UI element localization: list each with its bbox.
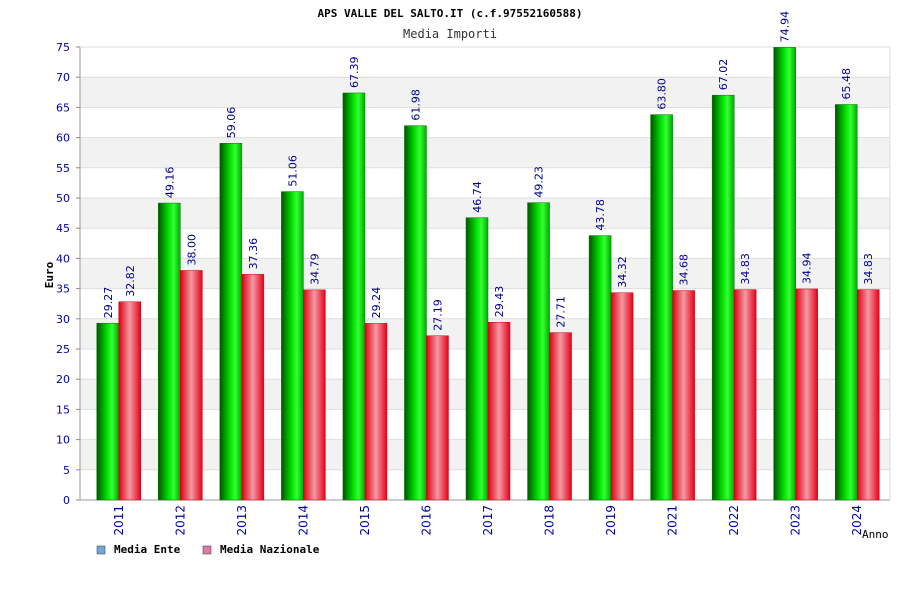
bars [96, 47, 880, 501]
data-label: 65.48 [840, 68, 853, 100]
data-label: 49.16 [163, 167, 176, 199]
x-axis-label: Anno [862, 528, 889, 541]
data-label: 51.06 [286, 155, 299, 187]
data-label: 74.94 [779, 11, 792, 43]
data-label: 34.32 [616, 256, 629, 288]
x-tick-label: 2011 [112, 505, 126, 536]
bar-media-ente-2011 [96, 322, 120, 501]
bar-media-nazionale-2014 [303, 289, 326, 501]
chart-subtitle: Media Importi [403, 27, 497, 41]
y-tick-label: 65 [56, 101, 70, 114]
data-labels: 29.27 32.82 49.16 38.00 59.06 37.36 51.06 34.79… [102, 11, 875, 331]
x-tick-label: 2018 [543, 505, 557, 536]
x-tick-label: 2015 [358, 505, 372, 536]
bar-media-nazionale-2017 [487, 321, 511, 501]
y-tick-label: 40 [56, 252, 70, 265]
bar-media-ente-2023 [773, 47, 796, 501]
x-tick-label: 2021 [666, 505, 680, 536]
y-tick-label: 35 [56, 283, 70, 296]
bar-media-ente-2018 [527, 202, 550, 501]
x-tick-label: 2016 [419, 505, 433, 536]
bar-media-nazionale-2019 [610, 292, 634, 501]
y-tick-label: 30 [56, 313, 70, 326]
bar-media-ente-2021 [650, 114, 673, 501]
bar-media-nazionale-2022 [733, 289, 757, 501]
bar-media-ente-2015 [342, 92, 366, 501]
data-label: 63.80 [656, 78, 669, 110]
data-label: 34.94 [801, 252, 814, 284]
bar-media-nazionale-2012 [180, 270, 203, 501]
y-tick-label: 25 [56, 343, 70, 356]
data-label: 34.79 [308, 253, 321, 285]
y-tick-label: 50 [56, 192, 70, 205]
y-tick-label: 20 [56, 373, 70, 386]
data-label: 34.83 [739, 253, 752, 285]
y-tick-label: 15 [56, 403, 70, 416]
bar-media-nazionale-2016 [426, 335, 449, 501]
bar-media-nazionale-2018 [549, 332, 572, 501]
x-tick-label: 2012 [173, 505, 187, 536]
bar-media-ente-2019 [588, 235, 612, 501]
legend: Media Ente Media Nazionale [96, 543, 320, 556]
x-tick-label: 2024 [850, 505, 864, 536]
y-tick-label: 60 [56, 132, 70, 145]
data-label: 34.83 [862, 253, 875, 285]
data-label: 32.82 [124, 265, 137, 297]
bar-media-nazionale-2024 [856, 289, 880, 501]
data-label: 43.78 [594, 199, 607, 231]
chart-title: APS VALLE DEL SALTO.IT (c.f.97552160588) [318, 7, 583, 20]
data-label: 27.71 [555, 296, 568, 328]
y-tick-labels: 0 5 10 15 20 25 30 35 40 45 50 55 60 65 70 75 [56, 41, 70, 507]
data-label: 29.27 [102, 287, 115, 319]
data-label: 37.36 [247, 238, 260, 270]
data-label: 46.74 [471, 181, 484, 213]
x-tick-label: 2013 [235, 505, 249, 536]
y-tick-label: 10 [56, 434, 70, 447]
data-label: 29.43 [493, 286, 506, 318]
bar-media-nazionale-2015 [364, 323, 388, 501]
bar-media-ente-2012 [158, 202, 181, 501]
data-label: 59.06 [225, 107, 238, 139]
data-label: 67.39 [348, 56, 361, 88]
legend-label-media-ente: Media Ente [114, 543, 181, 556]
x-tick-label: 2019 [604, 505, 618, 536]
legend-swatch-media-ente [96, 545, 106, 555]
legend-label-media-nazionale: Media Nazionale [220, 543, 320, 556]
bar-media-ente-2017 [465, 217, 489, 501]
y-tick-label: 75 [56, 41, 70, 54]
data-label: 29.24 [370, 287, 383, 319]
grid-band [80, 137, 890, 168]
bar-media-nazionale-2011 [118, 301, 142, 501]
x-tick-label: 2022 [727, 505, 741, 536]
legend-swatch-media-nazionale [202, 545, 212, 555]
data-label: 34.68 [678, 254, 691, 286]
bar-media-ente-2016 [404, 125, 427, 501]
bar-media-ente-2022 [711, 94, 735, 501]
bar-media-nazionale-2023 [795, 288, 818, 501]
bar-media-nazionale-2013 [241, 274, 265, 501]
y-tick-label: 5 [63, 464, 70, 477]
x-tick-label: 2023 [789, 505, 803, 536]
y-tick-label: 0 [63, 494, 70, 507]
x-tick-label: 2017 [481, 505, 495, 536]
data-label: 38.00 [185, 234, 198, 266]
bar-media-nazionale-2021 [672, 290, 695, 501]
data-label: 49.23 [533, 166, 546, 198]
data-label: 61.98 [409, 89, 422, 121]
data-label: 67.02 [717, 59, 730, 91]
y-tick-label: 45 [56, 222, 70, 235]
bar-media-ente-2014 [281, 191, 304, 501]
data-label: 27.19 [431, 299, 444, 331]
x-tick-label: 2014 [296, 505, 310, 536]
y-tick-label: 55 [56, 162, 70, 175]
bar-media-ente-2024 [834, 104, 858, 501]
y-axis-label: Euro [43, 261, 56, 288]
bar-media-ente-2013 [219, 143, 243, 501]
y-tick-label: 70 [56, 71, 70, 84]
x-tick-labels: 2011 2012 2013 2014 2015 2016 2017 2018 2019 2021… [112, 505, 864, 536]
grid-band [80, 77, 890, 108]
